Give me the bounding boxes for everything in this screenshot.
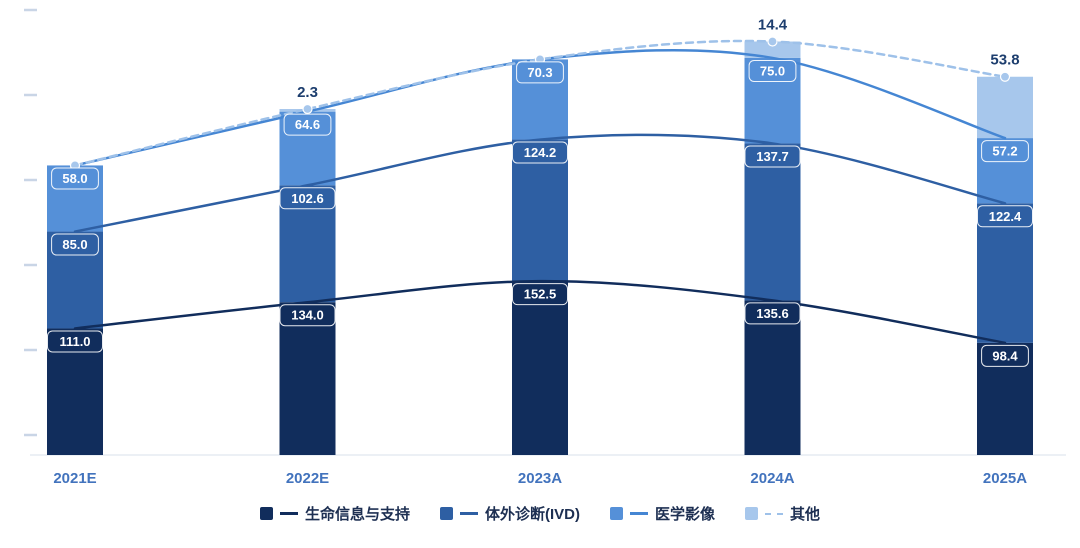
svg-text:2025A: 2025A xyxy=(983,470,1027,487)
legend: 生命信息与支持 体外诊断(IVD) 医学影像 其他 xyxy=(0,503,1080,524)
svg-text:135.6: 135.6 xyxy=(756,306,789,321)
svg-text:2.3: 2.3 xyxy=(297,84,318,101)
legend-item-other[interactable]: 其他 xyxy=(745,503,820,524)
svg-text:2022E: 2022E xyxy=(286,470,329,487)
svg-text:122.4: 122.4 xyxy=(989,209,1022,224)
legend-label: 生命信息与支持 xyxy=(304,506,410,523)
legend-item-life-info-support[interactable]: 生命信息与支持 xyxy=(259,503,410,524)
legend-swatch-icon xyxy=(745,507,758,520)
svg-text:14.4: 14.4 xyxy=(758,17,788,34)
legend-item-ivd[interactable]: 体外诊断(IVD) xyxy=(439,503,580,524)
svg-text:134.0: 134.0 xyxy=(291,308,324,323)
legend-label: 体外诊断(IVD) xyxy=(484,506,580,523)
svg-text:102.6: 102.6 xyxy=(291,191,324,206)
svg-text:58.0: 58.0 xyxy=(62,171,87,186)
chart-svg: 111.0 85.0 58.0 134.0 102.6 64.6 2.3 152.5 124.2… xyxy=(24,8,1066,487)
svg-text:70.3: 70.3 xyxy=(527,65,552,80)
legend-swatch-icon xyxy=(259,507,273,520)
chart-plot-area: 111.0 85.0 58.0 134.0 102.6 64.6 2.3 152.5 124.2… xyxy=(24,8,1066,487)
svg-text:53.8: 53.8 xyxy=(990,52,1019,69)
svg-text:98.4: 98.4 xyxy=(992,348,1018,363)
svg-text:57.2: 57.2 xyxy=(992,144,1017,159)
legend-item-medical-imaging[interactable]: 医学影像 xyxy=(609,503,715,524)
svg-text:124.2: 124.2 xyxy=(524,145,557,160)
svg-text:111.0: 111.0 xyxy=(59,334,90,349)
svg-text:2023A: 2023A xyxy=(518,470,562,487)
legend-swatch-icon xyxy=(439,507,453,520)
svg-text:2024A: 2024A xyxy=(750,470,794,487)
legend-line-icon xyxy=(629,512,648,515)
svg-text:2021E: 2021E xyxy=(53,470,96,487)
svg-text:75.0: 75.0 xyxy=(760,63,785,78)
legend-label: 医学影像 xyxy=(654,506,715,523)
legend-swatch-icon xyxy=(609,507,623,520)
legend-label: 其他 xyxy=(790,506,821,523)
legend-line-icon xyxy=(279,512,298,515)
svg-text:137.7: 137.7 xyxy=(756,149,789,164)
legend-line-icon xyxy=(765,512,783,515)
svg-text:64.6: 64.6 xyxy=(295,117,320,132)
svg-text:152.5: 152.5 xyxy=(524,287,557,302)
legend-line-icon xyxy=(459,512,478,515)
svg-text:85.0: 85.0 xyxy=(62,237,87,252)
